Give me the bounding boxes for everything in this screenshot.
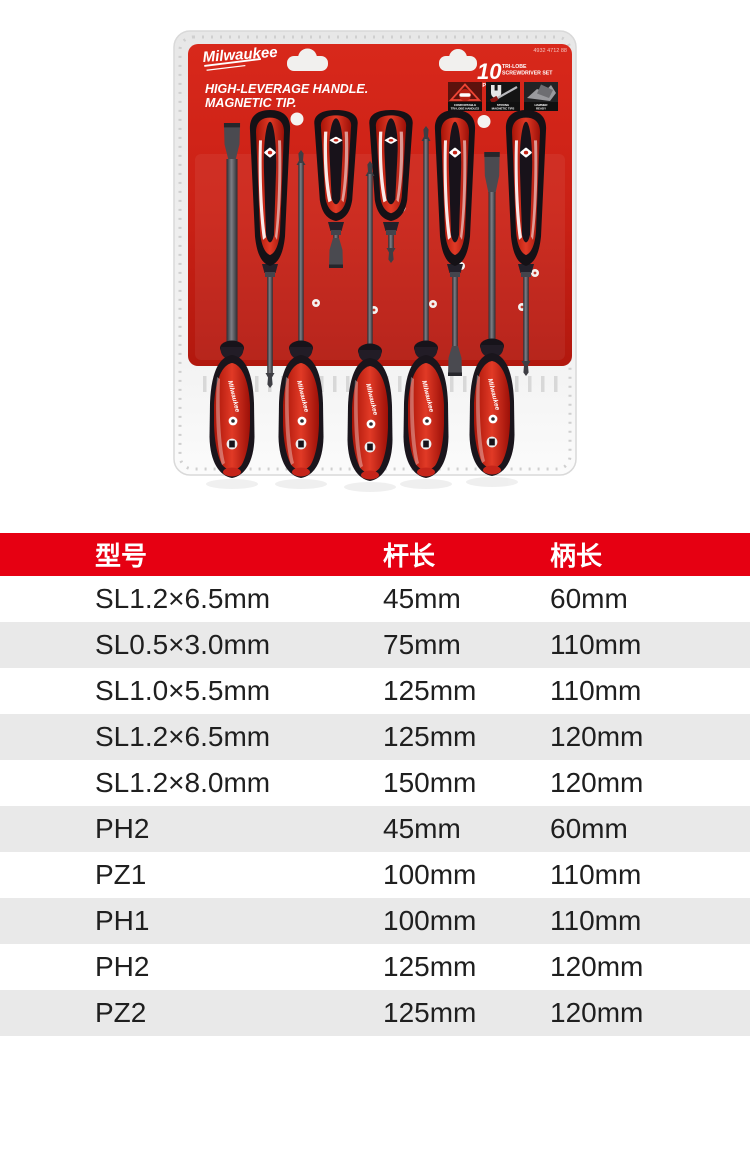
headline-line1: HIGH-LEVERAGE HANDLE. <box>205 82 368 96</box>
cell-model: PZ1 <box>95 859 147 890</box>
screwdriver-bottom-5 <box>469 152 515 476</box>
cell-shaft: 125mm <box>383 675 477 706</box>
table-row: PH2 125mm 120mm <box>0 944 750 990</box>
product-image: Milwaukee <box>165 26 585 509</box>
table-row: SL1.0×5.5mm 125mm 110mm <box>0 668 750 714</box>
table-row: PH2 45mm 60mm <box>0 806 750 852</box>
cell-handle: 120mm <box>550 951 644 982</box>
headline-line2: MAGNETIC TIP. <box>205 96 296 110</box>
table-row: SL1.2×6.5mm 125mm 120mm <box>0 714 750 760</box>
cell-model: SL1.0×5.5mm <box>95 675 271 706</box>
magnet-icon <box>491 85 502 99</box>
cell-handle: 110mm <box>550 675 642 706</box>
screwdriver-bottom-1 <box>209 123 255 478</box>
cell-handle: 60mm <box>550 583 628 614</box>
table-row: PH1 100mm 110mm <box>0 898 750 944</box>
table-row: PZ1 100mm 110mm <box>0 852 750 898</box>
table-row: SL1.2×8.0mm 150mm 120mm <box>0 760 750 806</box>
set-name-line2: SCREWDRIVER SET <box>502 71 553 77</box>
feature-box-magnetic: STRONG MAGNETIC TIPS <box>486 82 520 111</box>
screwdriver-top-3 <box>369 110 413 263</box>
cell-shaft: 45mm <box>383 813 461 844</box>
cell-shaft: 100mm <box>383 905 477 936</box>
feature-caption: STRONG <box>497 103 510 107</box>
cell-shaft: 150mm <box>383 767 477 798</box>
cell-shaft: 100mm <box>383 859 477 890</box>
cell-model: PH2 <box>95 951 150 982</box>
cell-handle: 120mm <box>550 721 644 752</box>
piece-count: 10 <box>477 59 502 84</box>
cell-handle: 120mm <box>550 767 644 798</box>
table-header-row: 型号 杆长 柄长 <box>0 533 750 576</box>
feature-box-trilobe: COMFORTABLE TRI-LOBE HANDLES <box>448 82 482 111</box>
cell-shaft: 125mm <box>383 951 477 982</box>
table-row: PZ2 125mm 120mm <box>0 990 750 1036</box>
item-code: 4932 4712 88 <box>533 48 567 54</box>
cell-shaft: 45mm <box>383 583 461 614</box>
brand-text: Milwaukee <box>202 44 278 66</box>
header-model: 型号 <box>95 541 148 571</box>
cell-shaft: 75mm <box>383 629 461 660</box>
set-name-line1: TRI-LOBE <box>502 64 527 70</box>
product-photo-section: Milwaukee <box>0 0 750 533</box>
feature-caption: TRI-LOBE HANDLES <box>451 106 479 110</box>
cell-model: SL1.2×6.5mm <box>95 583 271 614</box>
cell-shaft: 125mm <box>383 997 477 1028</box>
table-row: SL1.2×6.5mm 45mm 60mm <box>0 576 750 622</box>
cell-handle: 110mm <box>550 629 642 660</box>
cell-model: SL1.2×6.5mm <box>95 721 271 752</box>
cell-handle: 60mm <box>550 813 628 844</box>
feature-caption: MAGNETIC TIPS <box>492 106 515 110</box>
logo-underline <box>204 58 262 67</box>
cell-model: PH2 <box>95 813 150 844</box>
screwdriver-set-photo: Milwaukee <box>173 30 577 492</box>
brand-logo: Milwaukee <box>202 44 278 71</box>
screwdriver-bottom-2 <box>278 150 324 478</box>
screwdriver-icon <box>494 86 518 101</box>
screwdriver-top-4 <box>434 110 476 376</box>
cell-model: SL1.2×8.0mm <box>95 767 271 798</box>
cell-model: SL0.5×3.0mm <box>95 629 271 660</box>
header-shaft-length: 杆长 <box>383 541 436 571</box>
logo-underline <box>206 64 246 71</box>
screwdriver-top-5 <box>505 110 547 376</box>
screwdriver-bottom-4 <box>403 126 449 478</box>
cell-handle: 110mm <box>550 859 642 890</box>
spec-table: 型号 杆长 柄长 SL1.2×6.5mm 45mm 60mm SL0.5×3.0… <box>0 533 750 1036</box>
screwdriver-bottom-3 <box>347 161 393 481</box>
cell-handle: 110mm <box>550 905 642 936</box>
cell-model: PH1 <box>95 905 150 936</box>
feature-box-hammer: HAMMER READY <box>524 82 558 111</box>
header-handle-length: 柄长 <box>550 541 603 571</box>
cell-shaft: 125mm <box>383 721 477 752</box>
hang-tab <box>439 49 477 71</box>
cell-handle: 120mm <box>550 997 644 1028</box>
feature-caption: HAMMER <box>534 103 548 107</box>
screwdriver-top-2 <box>314 110 358 268</box>
feature-caption: READY <box>536 106 546 110</box>
cell-model: PZ2 <box>95 997 147 1028</box>
hang-tab <box>287 48 328 71</box>
handle-shadows <box>206 477 518 492</box>
feature-caption: COMFORTABLE <box>454 103 476 107</box>
screwdriver-top-1 <box>249 110 291 388</box>
table-row: SL0.5×3.0mm 75mm 110mm <box>0 622 750 668</box>
